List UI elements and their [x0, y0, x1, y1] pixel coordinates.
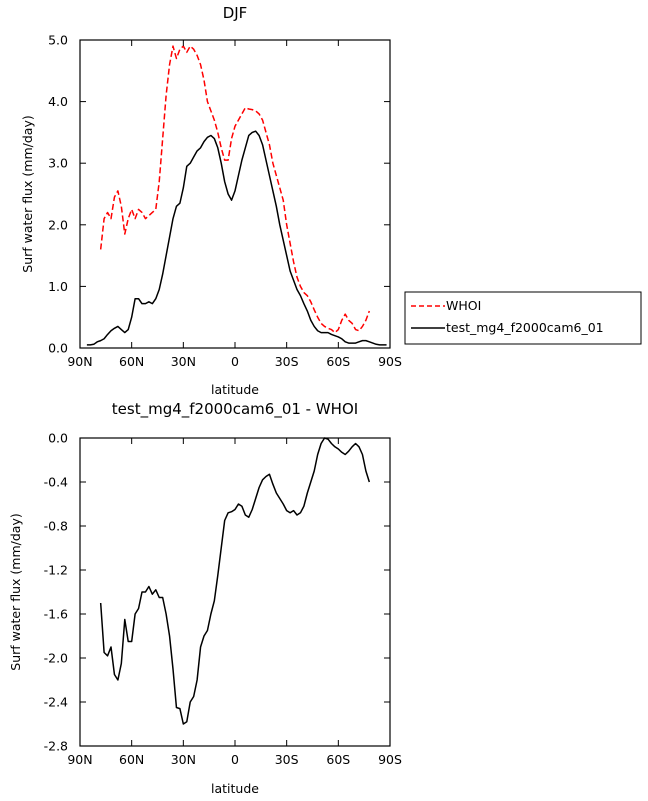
panel-top-x-tick-label: 30N — [171, 354, 196, 369]
panel-top-x-tick-label: 90S — [378, 354, 402, 369]
panel-bottom-plot-area — [99, 437, 371, 725]
panel-top-x-tick-label: 30S — [275, 354, 299, 369]
panel-top-series-line-whoi — [99, 45, 371, 334]
panel-top-y-tick-label: 1.0 — [48, 279, 68, 294]
panel-bottom-x-tick-label: 30S — [275, 752, 299, 767]
panel-top-y-tick-label: 3.0 — [48, 156, 68, 171]
panel-top-y-tick-label: 0.0 — [48, 341, 68, 356]
panel-top-x-tick-label: 90N — [67, 354, 92, 369]
panel-bottom-y-tick-label: -1.2 — [44, 563, 68, 578]
panel-bottom-y-tick-label: -0.4 — [44, 475, 68, 490]
panel-top-x-tick-label: 60N — [119, 354, 144, 369]
panel-bottom-x-tick-label: 90S — [378, 752, 402, 767]
panel-top-x-ticks: 90N 60N 30N 0 30S 60S 90S — [67, 40, 402, 369]
panel-top-y-axis-label: Surf water flux (mm/day) — [20, 115, 35, 272]
panel-bottom-y-tick-label: -2.4 — [44, 695, 68, 710]
panel-top-y-tick-label: 5.0 — [48, 33, 68, 48]
panel-bottom-y-tick-label: -2.8 — [44, 739, 68, 754]
panel-bottom-x-tick-label: 0 — [231, 752, 239, 767]
panel-top-series-line-test-mg4-f2000cam6-01 — [86, 130, 387, 346]
panel-top-title: DJF — [223, 4, 248, 22]
panel-top-plot-area — [86, 45, 387, 346]
panel-bottom-x-ticks: 90N 60N 30N 0 30S 60S 90S — [67, 438, 402, 767]
legend-label-model: test_mg4_f2000cam6_01 — [446, 320, 604, 335]
panel-bottom-y-tick-label: 0.0 — [48, 431, 68, 446]
panel-bottom-y-tick-label: -0.8 — [44, 519, 68, 534]
panel-bottom-y-tick-label: -2.0 — [44, 651, 68, 666]
panel-bottom-frame — [79, 437, 391, 747]
panel-top-x-tick-label: 60S — [326, 354, 350, 369]
panel-top-x-tick-label: 0 — [231, 354, 239, 369]
panel-bottom-x-tick-label: 30N — [171, 752, 196, 767]
panel-bottom-x-tick-label: 60S — [326, 752, 350, 767]
panel-bottom-title: test_mg4_f2000cam6_01 - WHOI — [112, 400, 358, 419]
legend-label-whoi: WHOI — [446, 298, 481, 313]
panel-top-y-tick-label: 4.0 — [48, 94, 68, 109]
panel-bottom-x-tick-label: 90N — [67, 752, 92, 767]
legend: WHOI test_mg4_f2000cam6_01 — [404, 291, 642, 345]
panel-bottom-y-tick-label: -1.6 — [44, 607, 68, 622]
panel-top: DJF 90N 60N 30N 0 30S 60S 90S 0.0 1.0 2.0 3.0 4.0 5… — [20, 4, 402, 397]
panel-bottom-series-line-0 — [99, 437, 371, 725]
panel-top-y-tick-label: 2.0 — [48, 217, 68, 232]
legend-box — [404, 291, 642, 345]
panel-bottom-x-axis-label: latitude — [211, 781, 259, 796]
panel-top-x-axis-label: latitude — [211, 382, 259, 397]
panel-bottom-x-tick-label: 60N — [119, 752, 144, 767]
panel-top-frame — [79, 39, 391, 349]
panel-bottom-y-axis-label: Surf water flux (mm/day) — [8, 513, 23, 670]
panel-top-y-ticks: 0.0 1.0 2.0 3.0 4.0 5.0 — [48, 33, 390, 356]
panel-bottom: test_mg4_f2000cam6_01 - WHOI 90N 60N 30N 0 3… — [8, 400, 402, 796]
panel-bottom-y-ticks: 0.0 -0.4 -0.8 -1.2 -1.6 -2.0 -2.4 -2.8 — [44, 431, 390, 754]
